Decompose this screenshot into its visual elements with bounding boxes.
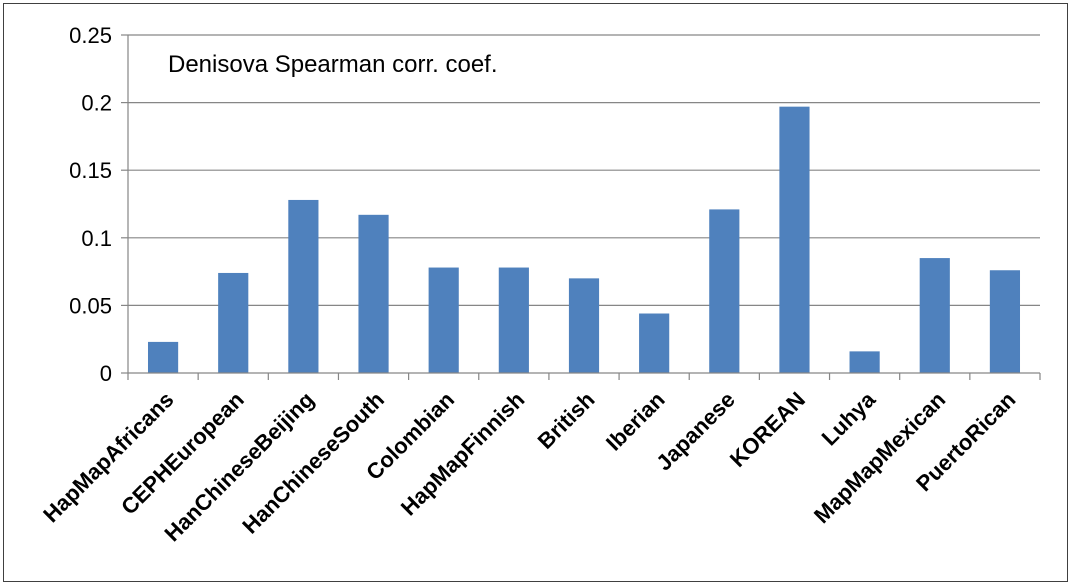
- bar-hanchinesebeijing: [288, 199, 319, 373]
- x-tick-label: HapMapAfricans: [38, 387, 178, 527]
- bar-hapmapfinnish: [498, 267, 529, 373]
- x-tick-labels: HapMapAfricansCEPHEuropeanHanChineseBeij…: [38, 386, 1020, 546]
- bar-british: [568, 278, 600, 373]
- x-tick-label: CEPHEuropean: [116, 387, 249, 520]
- y-tick-label: 0.05: [69, 293, 112, 318]
- gridlines: [128, 34, 1040, 306]
- bars: [147, 106, 1021, 373]
- chart-title: Denisova Spearman corr. coef.: [168, 51, 498, 78]
- y-tick-label: 0.25: [69, 23, 112, 48]
- x-tick-label: KOREAN: [725, 387, 810, 472]
- y-tick-label: 0.1: [81, 226, 112, 251]
- bar-puertorican: [989, 270, 1021, 373]
- bar-luhya: [849, 351, 880, 373]
- bar-japanese: [709, 209, 740, 373]
- bar-mapmapmexican: [919, 258, 950, 373]
- y-tick-label: 0.15: [69, 158, 112, 183]
- x-tick-label: MapMapMexican: [809, 387, 950, 528]
- y-tick-label: 0.2: [81, 91, 112, 116]
- bar-cepheuropean: [218, 272, 249, 373]
- y-tick-label: 0: [100, 361, 112, 386]
- bar-iberian: [639, 313, 670, 373]
- bar-hanchinesesouth: [358, 214, 389, 373]
- x-tick-label: HapMapFinnish: [396, 387, 529, 520]
- chart-frame: [3, 3, 1068, 582]
- x-tick-label: Luhya: [817, 386, 881, 450]
- x-tick-label: British: [533, 387, 600, 454]
- x-tick-label: Iberian: [601, 387, 670, 456]
- bar-korean: [779, 106, 810, 373]
- bar-hapmapafricans: [147, 341, 179, 373]
- axes: [121, 34, 1041, 380]
- bar-colombian: [428, 267, 459, 373]
- y-tick-labels: 0 0.05 0.1 0.15 0.2 0.25: [69, 23, 112, 386]
